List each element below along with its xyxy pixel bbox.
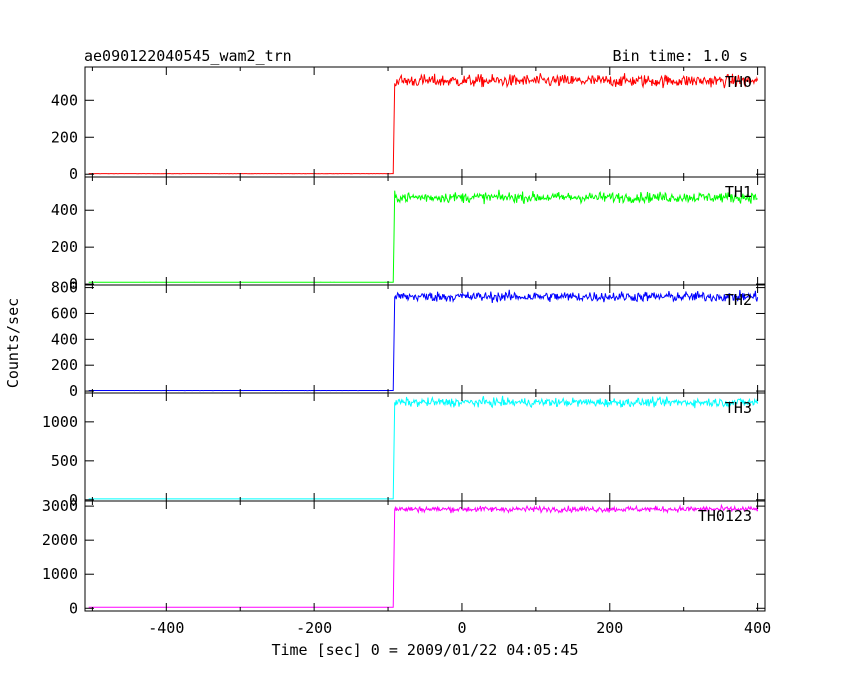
x-tick-label: 200 (596, 619, 623, 637)
series-line-th3 (88, 395, 759, 500)
panel-label-th2: TH2 (725, 291, 752, 309)
y-tick-label: 0 (69, 382, 78, 400)
panel-frame-th1 (84, 176, 766, 286)
x-tick-label: 0 (457, 619, 466, 637)
y-tick-label: 800 (51, 279, 78, 297)
x-tick-label: 400 (744, 619, 771, 637)
panel-label-th3: TH3 (725, 399, 752, 417)
y-tick-label: 200 (51, 356, 78, 374)
x-tick-label: -400 (148, 619, 184, 637)
y-tick-label: 2000 (42, 531, 78, 549)
panel-label-th0123: TH0123 (698, 507, 752, 525)
y-tick-label: 3000 (42, 497, 78, 515)
series-line-th0123 (88, 503, 759, 608)
y-tick-label: 400 (51, 201, 78, 219)
y-tick-label: 200 (51, 238, 78, 256)
y-tick-label: 0 (69, 599, 78, 617)
series-line-th2 (88, 289, 759, 392)
y-tick-label: 400 (51, 330, 78, 348)
x-tick-label: -200 (296, 619, 332, 637)
panel-label-th1: TH1 (725, 183, 752, 201)
y-tick-label: 200 (51, 128, 78, 146)
y-tick-label: 0 (69, 275, 78, 293)
panel-frame-th2 (84, 284, 766, 394)
series-line-th1 (88, 189, 758, 283)
panel-frame-th0123 (84, 500, 766, 612)
x-axis-label: Time [sec] 0 = 2009/01/22 04:05:45 (271, 641, 578, 659)
y-axis-label: Counts/sec (4, 298, 22, 388)
y-tick-label: 0 (69, 165, 78, 183)
y-tick-label: 500 (51, 452, 78, 470)
panel-frame-th3 (84, 392, 766, 502)
y-tick-label: 1000 (42, 565, 78, 583)
y-tick-label: 400 (51, 91, 78, 109)
y-tick-label: 1000 (42, 413, 78, 431)
series-line-th0 (88, 73, 759, 175)
y-tick-label: 0 (69, 491, 78, 509)
chart-title: ae090122040545_wam2_trn (84, 47, 292, 65)
panel-label-th0: TH0 (725, 73, 752, 91)
bin-time-label: Bin time: 1.0 s (613, 47, 748, 65)
y-tick-label: 600 (51, 304, 78, 322)
panels-group: 0 200 400 TH0 0 200 400 TH1 0 200 400 600 800 TH2 0 500… (42, 66, 771, 637)
